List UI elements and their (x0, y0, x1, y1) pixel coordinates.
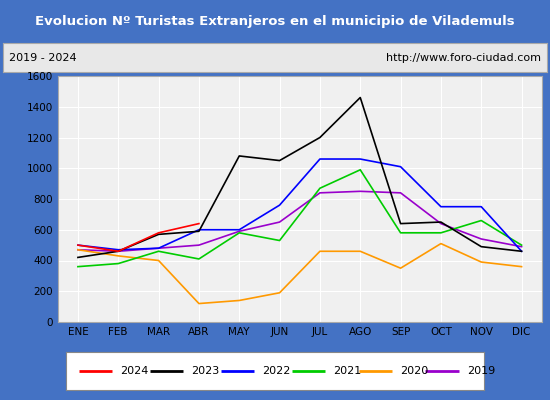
Text: 2024: 2024 (120, 366, 148, 376)
Text: 2022: 2022 (262, 366, 291, 376)
Text: 2020: 2020 (400, 366, 428, 376)
Text: 2021: 2021 (333, 366, 362, 376)
Text: 2019: 2019 (468, 366, 496, 376)
Text: Evolucion Nº Turistas Extranjeros en el municipio de Vilademuls: Evolucion Nº Turistas Extranjeros en el … (35, 14, 515, 28)
Text: 2019 - 2024: 2019 - 2024 (9, 53, 76, 63)
Text: http://www.foro-ciudad.com: http://www.foro-ciudad.com (386, 53, 541, 63)
Text: 2023: 2023 (191, 366, 219, 376)
